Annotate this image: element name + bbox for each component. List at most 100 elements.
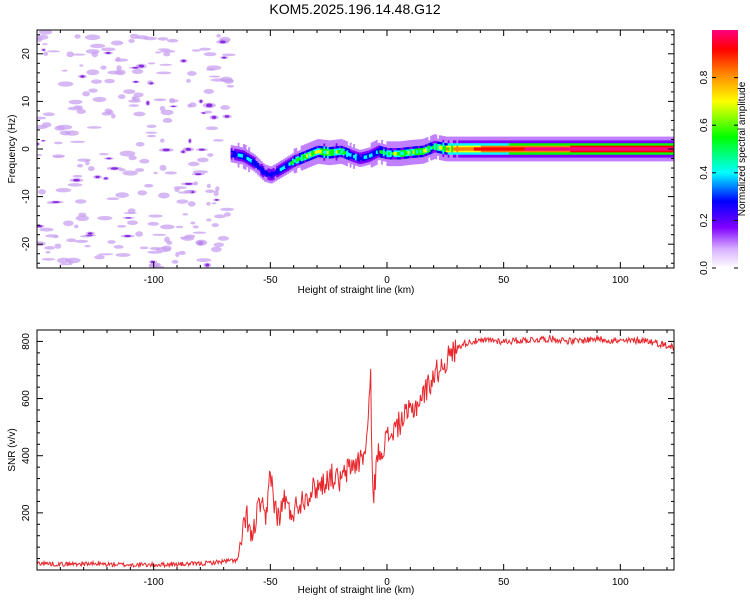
ridge-cell (624, 147, 627, 151)
ridge-cell (318, 149, 321, 154)
noise-blob (115, 56, 121, 62)
ridge-cell (540, 147, 543, 151)
noise-blob (63, 220, 74, 227)
ridge-cell (410, 150, 414, 154)
ridge-cell (452, 147, 456, 151)
noise-blob (213, 242, 225, 248)
ridge-cell (372, 152, 375, 156)
ridge-cell (316, 149, 319, 154)
ridge-cell (451, 147, 454, 151)
ridge-cell (370, 153, 374, 157)
ridge-cell (480, 147, 484, 151)
noise-blob (92, 96, 107, 102)
noise-blob (203, 52, 217, 57)
noise-blob (45, 234, 59, 238)
x-tick-label: 50 (498, 275, 510, 286)
ridge-cell (351, 154, 354, 158)
y-tick-label: 20 (21, 48, 32, 60)
ridge-cell (330, 150, 333, 155)
ridge-cell (557, 147, 561, 151)
ridge-cell (269, 173, 272, 177)
ridge-cell (507, 147, 510, 151)
x-tick-label: 50 (498, 577, 510, 588)
noise-blob (190, 221, 196, 225)
noise-blob (195, 239, 208, 246)
noise-blob (166, 38, 179, 43)
noise-blob (143, 36, 157, 41)
ridge-cell (643, 147, 647, 151)
ridge-cell (636, 147, 640, 151)
ridge-cell (538, 147, 542, 151)
ridge-cell (445, 147, 449, 151)
noise-blob (115, 253, 131, 257)
ridge-cell (556, 147, 559, 151)
ridge-cell (402, 151, 405, 155)
ridge-cell (594, 147, 598, 151)
noise-blob (206, 201, 211, 206)
noise-blob (110, 40, 124, 46)
ridge-cell (384, 151, 388, 155)
ridge-cell (638, 147, 641, 151)
ridge-cell (251, 160, 255, 164)
ridge-cell (522, 147, 526, 151)
ridge-cell (591, 147, 594, 151)
noise-blob (191, 49, 201, 52)
ridge-cell (328, 151, 332, 155)
noise-blob (59, 263, 72, 266)
noise-blob-core (214, 199, 219, 201)
x-tick-label: -100 (144, 275, 164, 286)
ridge-cell (272, 172, 276, 176)
ridge-cell (277, 168, 281, 173)
ridge-cell (470, 147, 473, 151)
ridge-cell (528, 147, 531, 151)
noise-blob (184, 189, 193, 194)
noise-blob-core (211, 115, 217, 119)
ridge-cell (606, 147, 610, 151)
noise-blob (115, 192, 129, 198)
noise-blob (162, 118, 173, 123)
noise-blob (113, 245, 124, 249)
noise-blob (187, 71, 197, 76)
ridge-cell (608, 147, 612, 151)
noise-blob (57, 81, 74, 87)
noise-blob (152, 233, 167, 236)
noise-blob (127, 208, 136, 214)
noise-blob (106, 197, 120, 201)
noise-blob (104, 78, 115, 84)
ridge-cell (554, 147, 557, 151)
ridge-cell (379, 150, 382, 154)
noise-blob-core (181, 150, 185, 154)
ridge-cell (599, 147, 603, 151)
ridge-cell (288, 162, 291, 166)
ridge-cell (498, 147, 501, 151)
ridge-cell (503, 147, 507, 151)
noise-blob (127, 220, 138, 226)
noise-blob-core (198, 148, 205, 151)
ridge-cell (573, 147, 577, 151)
noise-blob (182, 213, 189, 216)
noise-blob (226, 84, 235, 88)
ridge-cell (276, 169, 279, 174)
y-tick-label: 0 (21, 146, 32, 152)
noise-blob (56, 124, 73, 130)
noise-blob-core (41, 140, 45, 142)
spectrogram-x-label: Height of straight line (km) (298, 285, 415, 296)
noise-blob (66, 238, 77, 243)
ridge-cell (650, 147, 654, 151)
noise-blob (154, 51, 162, 54)
colorbar-tick-label: 0.6 (699, 118, 710, 132)
noise-blob (158, 192, 170, 199)
colorbar-gradient (712, 30, 738, 268)
ridge-cell (386, 151, 389, 156)
ridge-cell (423, 149, 426, 153)
ridge-cell (461, 147, 465, 151)
ridge-cell (291, 160, 295, 164)
ridge-cell (335, 150, 339, 154)
ridge-cell (489, 147, 493, 151)
ridge-cell (270, 173, 274, 177)
ridge-cell (619, 147, 622, 151)
ridge-cell (283, 165, 286, 169)
noise-blob (159, 63, 173, 66)
noise-blob (52, 155, 65, 158)
snr-series-line (37, 335, 674, 569)
